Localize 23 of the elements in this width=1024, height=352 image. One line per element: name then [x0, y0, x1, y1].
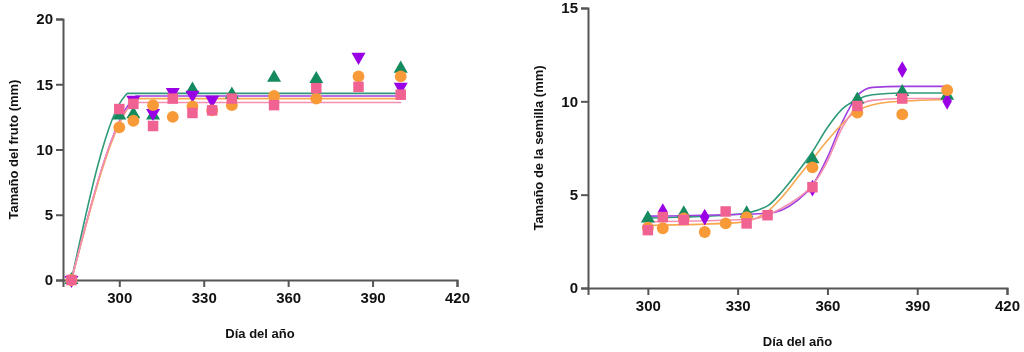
x-tick-label: 390	[360, 288, 386, 306]
y-tick-label: 15	[36, 75, 53, 93]
y-tick-label: 5	[44, 206, 53, 224]
x-tick-label: 420	[994, 296, 1021, 314]
x-tick-label: 420	[444, 288, 471, 306]
y-tick-label: 0	[569, 279, 578, 297]
y-tick-label: 5	[569, 185, 578, 203]
x-tick-label: 300	[107, 288, 133, 306]
x-tick-label: 360	[815, 296, 841, 314]
x-tick-label: 330	[725, 296, 751, 314]
y-axis-title: Tamaño de la semilla (mm)	[531, 65, 546, 231]
x-tick-label: 390	[905, 296, 931, 314]
x-axis-title: Día del año	[762, 334, 833, 349]
x-tick-label: 330	[191, 288, 217, 306]
y-axis-title: Tamaño del fruto (mm)	[6, 79, 21, 220]
x-axis-title: Día del año	[225, 326, 295, 341]
x-tick-label: 300	[635, 296, 661, 314]
y-tick-label: 10	[561, 92, 578, 110]
x-tick-label: 360	[276, 288, 302, 306]
y-tick-label: 20	[36, 10, 53, 28]
y-tick-label: 10	[36, 140, 53, 158]
y-tick-label: 15	[561, 0, 578, 17]
y-tick-label: 0	[44, 271, 53, 289]
